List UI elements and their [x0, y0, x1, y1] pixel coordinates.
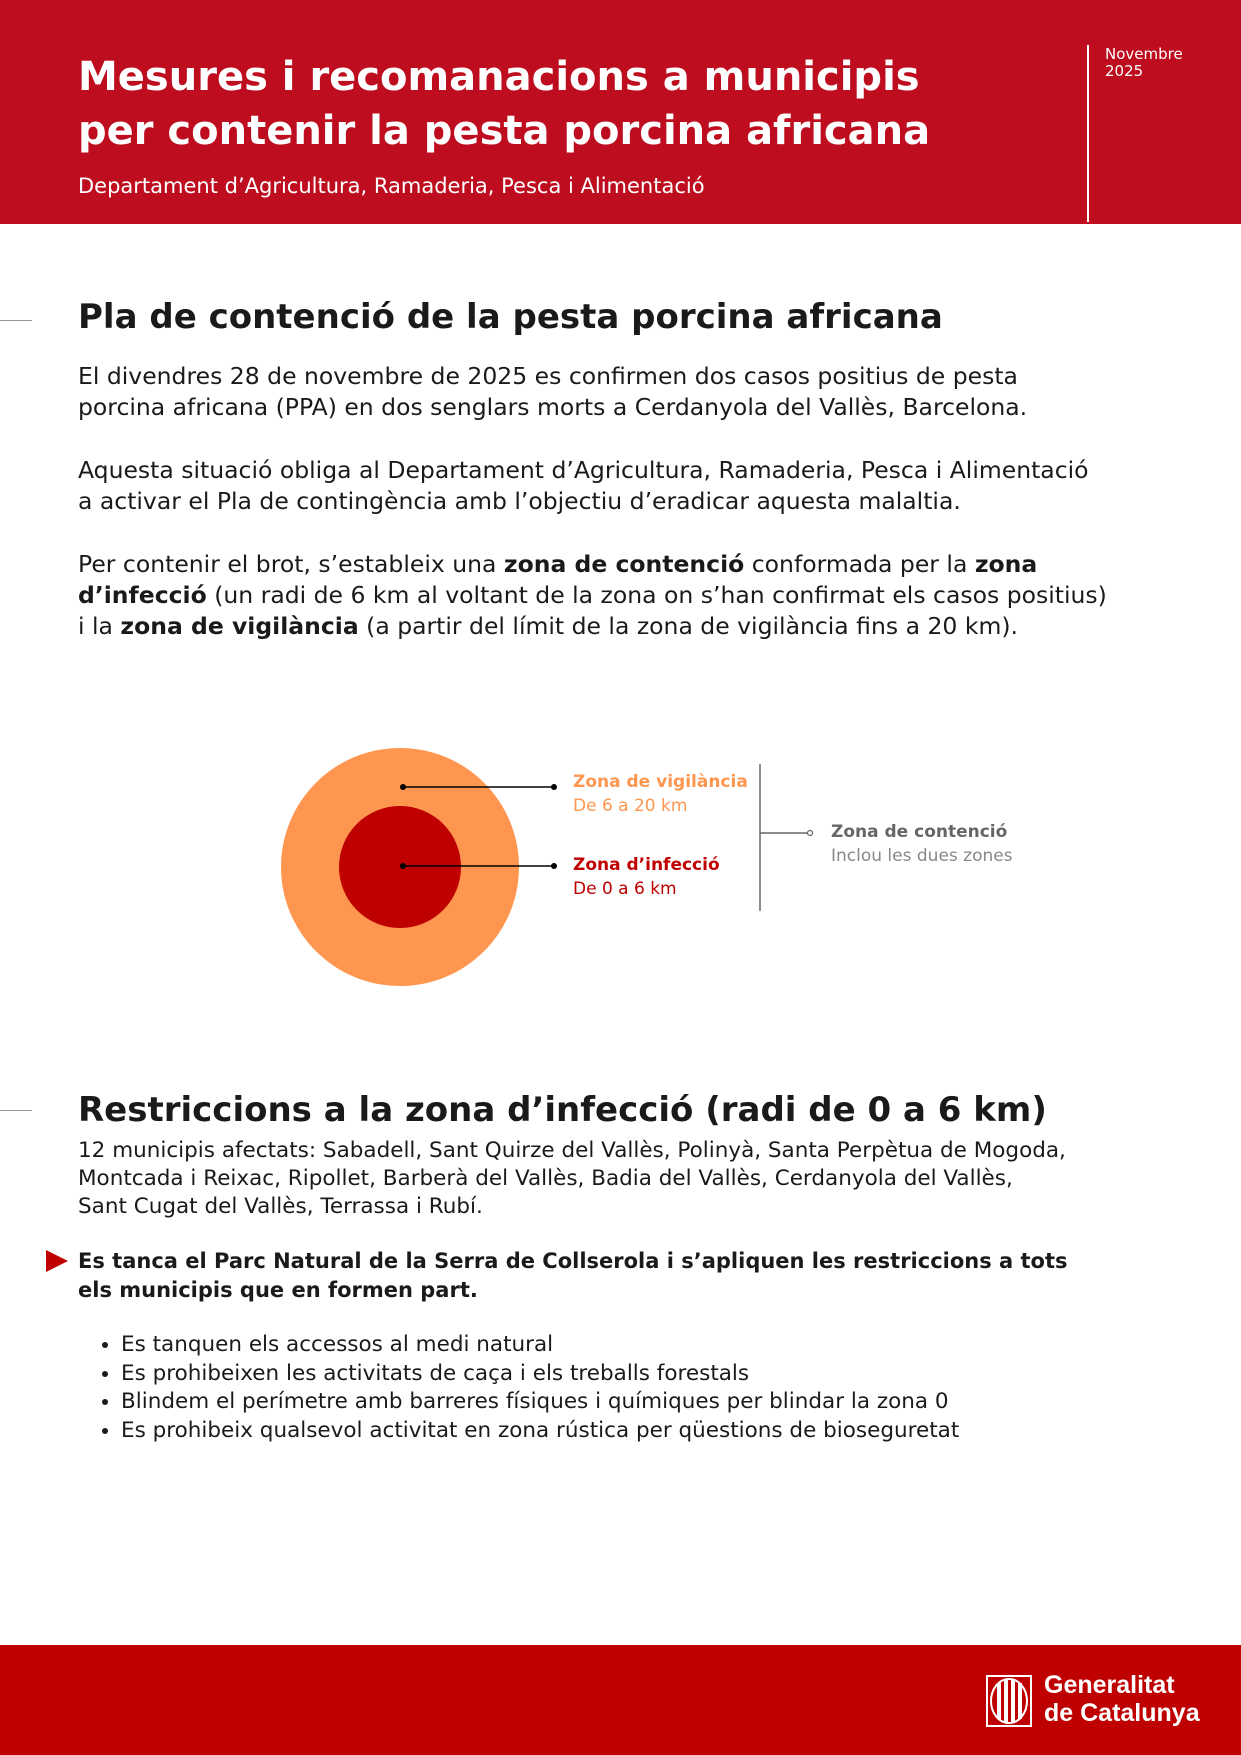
highlight-line2: els municipis que en formen part.	[78, 1278, 478, 1302]
municipis-line3: Sant Cugat del Vallès, Terrassa i Rubí.	[78, 1194, 483, 1219]
paragraph2-line2: a activar el Pla de contingència amb l’o…	[78, 487, 961, 515]
date-month: Novembre	[1105, 45, 1183, 63]
list-item: Es prohibeix qualsevol activitat en zona…	[121, 1417, 959, 1446]
contencio-note: Inclou les dues zones	[831, 846, 1013, 866]
logo-line1: Generalitat	[1044, 1671, 1175, 1699]
divider	[1087, 45, 1089, 222]
section-marker	[0, 320, 32, 321]
text: (un radi de 6 km al voltant de la zona o…	[206, 581, 1107, 609]
bold-term: zona	[974, 550, 1038, 578]
text: (a partir del límit de la zona de vigilà…	[358, 612, 1018, 640]
header-banner: Mesures i recomanacions a municipis per …	[0, 0, 1241, 224]
paragraph3-line3: i la zona de vigilància (a partir del lí…	[78, 611, 1018, 642]
list-item: Es prohibeixen les activitats de caça i …	[121, 1360, 959, 1389]
zona-infeccio-circle	[339, 806, 461, 928]
title-line-2: per contenir la pesta porcina africana	[78, 108, 931, 154]
paragraph1-line2: porcina africana (PPA) en dos senglars m…	[78, 393, 1028, 421]
paragraph3-line2: d’infecció (un radi de 6 km al voltant d…	[78, 580, 1107, 611]
bold-term: zona de contenció	[503, 550, 745, 578]
municipis-line1: 12 municipis afectats: Sabadell, Sant Qu…	[78, 1138, 1066, 1163]
bold-term: zona de vigilància	[120, 612, 359, 640]
vigilancia-leader	[400, 784, 557, 790]
text: conformada per la	[744, 550, 975, 578]
vigilancia-range: De 6 a 20 km	[573, 796, 688, 816]
paragraph3-line1: Per contenir el brot, s’estableix una zo…	[78, 549, 1037, 580]
title-line-1: Mesures i recomanacions a municipis	[78, 54, 920, 100]
logo-line2: de Catalunya	[1044, 1699, 1200, 1727]
arrow-right-icon	[46, 1250, 68, 1272]
list-item: Es tanquen els accessos al medi natural	[121, 1331, 959, 1360]
section1-heading: Pla de contenció de la pesta porcina afr…	[78, 297, 943, 337]
date-year: 2025	[1105, 62, 1144, 80]
generalitat-logo: Generalitat de Catalunya	[1044, 1671, 1200, 1727]
section-marker	[0, 1110, 32, 1111]
list-item: Blindem el perímetre amb barreres físiqu…	[121, 1388, 959, 1417]
contencio-title: Zona de contenció	[831, 822, 1008, 842]
paragraph1-line1: El divendres 28 de novembre de 2025 es c…	[78, 362, 1018, 390]
restrictions-list: Es tanquen els accessos al medi natural …	[0, 1331, 959, 1446]
subtitle: Departament d’Agricultura, Ramaderia, Pe…	[78, 174, 705, 198]
infeccio-leader	[400, 863, 557, 869]
municipis-line2: Montcada i Reixac, Ripollet, Barberà del…	[78, 1166, 1013, 1191]
contencio-bracket	[759, 764, 814, 911]
infeccio-range: De 0 a 6 km	[573, 879, 677, 899]
highlight-line1: Es tanca el Parc Natural de la Serra de …	[78, 1249, 1068, 1273]
infeccio-title: Zona d’infecció	[573, 855, 720, 875]
vigilancia-title: Zona de vigilància	[573, 772, 748, 792]
footer: Generalitat de Catalunya	[0, 1645, 1241, 1755]
section2-heading: Restriccions a la zona d’infecció (radi …	[78, 1090, 1047, 1130]
text: Per contenir el brot, s’estableix una	[78, 550, 504, 578]
paragraph2-line1: Aquesta situació obliga al Departament d…	[78, 456, 1089, 484]
text: i la	[78, 612, 121, 640]
generalitat-emblem-icon	[986, 1675, 1032, 1727]
bold-term: d’infecció	[78, 581, 207, 609]
